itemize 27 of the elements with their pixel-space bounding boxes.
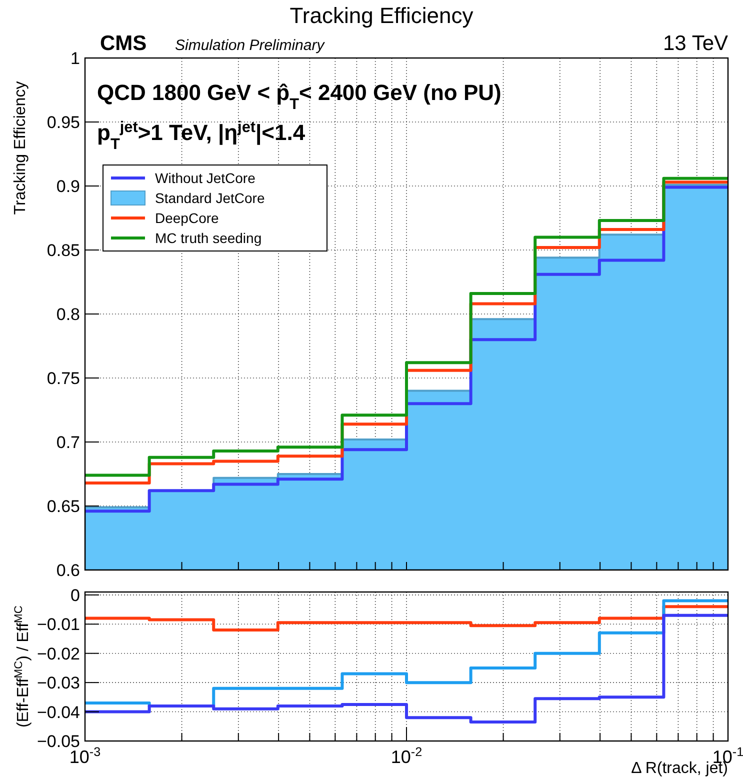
y-tick-label: 0.7: [56, 433, 80, 452]
text: Simulation Preliminary: [175, 37, 326, 54]
y-tick-label: 0.6: [56, 561, 80, 580]
y-tick-label: 0.85: [46, 241, 80, 260]
y-axis-title: Tracking Efficiency: [12, 81, 29, 215]
legend-label: DeepCore: [155, 210, 220, 226]
y-tick-label: 0.75: [46, 369, 80, 388]
y-tick-label: 0.8: [56, 305, 80, 324]
legend-label: Without JetCore: [155, 170, 256, 186]
annotation: p$_{T}$$^{jet}$>1 TeV, |η$^{jet}$|<1.4: [97, 118, 306, 152]
chart-title: Tracking Efficiency: [290, 3, 474, 28]
annotation: QCD 1800 GeV < p̂$_{T}$< 2400 GeV (no PU): [97, 80, 502, 112]
y-tick-label: 0.65: [46, 497, 80, 516]
y-tick-label: −0.02: [36, 644, 80, 664]
x-tick-label: 10$^{-2}$: [390, 745, 422, 767]
y-tick-label: 0: [70, 586, 80, 605]
y-tick-label: −0.01: [36, 615, 80, 634]
y-tick-label: −0.03: [36, 674, 80, 693]
y-tick-label: −0.05: [36, 732, 80, 751]
y-tick-label: 1: [70, 49, 80, 68]
y-tick-label: 0.95: [46, 113, 80, 132]
text: 13 TeV: [663, 32, 728, 55]
legend-label: MC truth seeding: [155, 230, 262, 246]
text: CMS: [100, 32, 147, 55]
legend-label: Standard JetCore: [155, 190, 265, 206]
y-tick-label: 0.9: [56, 177, 80, 196]
y-tick-label: −0.04: [36, 702, 80, 722]
